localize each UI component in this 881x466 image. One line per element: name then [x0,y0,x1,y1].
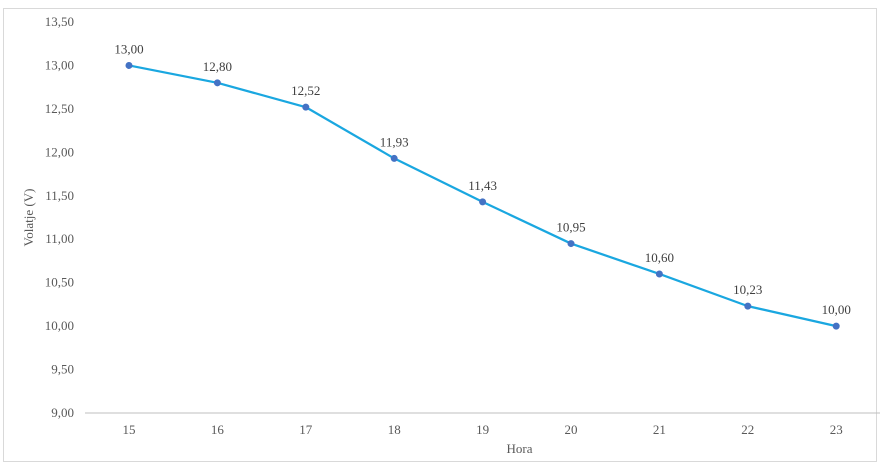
x-tick-label: 20 [565,422,578,437]
data-point [390,154,398,162]
data-label: 10,00 [822,302,851,317]
data-point [655,270,663,278]
data-point [744,302,752,310]
y-tick-label: 12,50 [45,101,74,116]
y-tick-label: 11,00 [45,231,74,246]
y-tick-label: 9,00 [51,405,74,420]
x-tick-label: 15 [123,422,136,437]
data-label: 11,93 [380,134,409,149]
y-tick-label: 13,00 [45,57,74,72]
x-tick-label: 16 [211,422,225,437]
x-tick-label: 21 [653,422,666,437]
y-axis-ticks: 9,00 9,50 10,00 10,50 11,00 11,50 12,00 12,50 13… [45,14,74,420]
data-label: 10,95 [556,220,585,235]
y-tick-label: 13,50 [45,14,74,29]
chart-area [3,8,877,462]
x-tick-label: 23 [830,422,843,437]
series-line [128,64,837,328]
data-point [832,322,840,330]
y-tick-label: 10,50 [45,275,74,290]
data-markers [125,61,840,330]
x-tick-label: 18 [388,422,401,437]
y-axis-title: Volatje (V) [21,189,36,247]
data-label: 13,00 [114,41,143,56]
x-axis-title: Hora [507,441,533,456]
data-point [213,79,221,87]
x-tick-label: 22 [741,422,754,437]
data-label: 10,23 [733,282,762,297]
data-labels: 13,00 12,80 12,52 11,93 11,43 10,95 10,60 10,23… [114,41,850,317]
y-tick-label: 9,50 [51,362,74,377]
x-axis-ticks: 15 16 17 18 19 20 21 22 23 [123,422,843,437]
data-label: 11,43 [468,178,497,193]
data-label: 12,52 [291,83,320,98]
data-point [567,240,575,248]
data-label: 12,80 [203,59,232,74]
data-point [125,61,133,69]
x-tick-label: 17 [299,422,313,437]
y-tick-label: 11,50 [45,188,74,203]
x-tick-label: 19 [476,422,489,437]
y-tick-label: 10,00 [45,318,74,333]
y-tick-label: 12,00 [45,144,74,159]
data-point [302,103,310,111]
data-point [479,198,487,206]
data-label: 10,60 [645,250,674,265]
